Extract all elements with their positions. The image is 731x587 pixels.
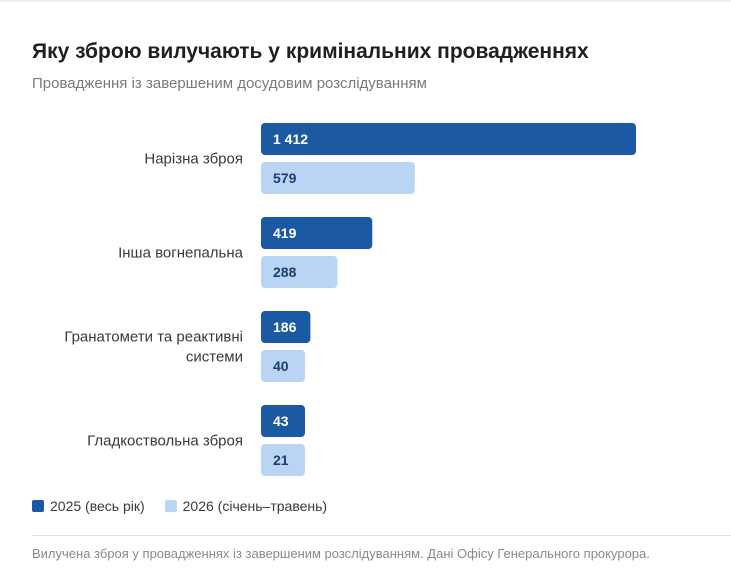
bar-value-label: 419 — [273, 225, 297, 241]
category-label: Нарізна зброя — [144, 151, 243, 168]
bar-value-label: 186 — [273, 319, 297, 335]
legend: 2025 (весь рік) 2026 (січень–травень) — [32, 498, 347, 514]
top-divider — [0, 0, 731, 2]
legend-swatch-2026 — [164, 500, 177, 512]
bar-2026 — [261, 444, 305, 476]
bar-2026 — [261, 350, 305, 382]
bar-2025 — [261, 405, 305, 437]
footer-divider — [32, 535, 731, 536]
legend-swatch-2025 — [32, 500, 44, 512]
legend-label-2025: 2025 (весь рік) — [50, 498, 145, 514]
legend-item-2026: 2026 (січень–травень) — [164, 498, 328, 514]
bar-2025 — [261, 123, 636, 155]
chart-subtitle: Провадження із завершеним досудовим розс… — [32, 75, 427, 92]
legend-label-2026: 2026 (січень–травень) — [182, 498, 328, 514]
category-label: Інша вогнепальна — [118, 245, 244, 262]
bar-value-label: 579 — [273, 170, 297, 186]
category-label: Гладкоствольна зброя — [87, 433, 243, 450]
bar-value-label: 288 — [273, 264, 297, 280]
bar-value-label: 1 412 — [273, 131, 308, 147]
bar-value-label: 43 — [273, 413, 289, 429]
bar-2026 — [261, 162, 415, 194]
bar-chart: Нарізна зброя 1 412 579 Інша вогнепальна 419… — [64, 123, 636, 476]
category-label: Гранатомети та реактивні системи — [64, 329, 243, 366]
source-note: Вилучена зброя у провадженнях із заверше… — [32, 546, 650, 561]
bar-2025 — [261, 217, 373, 249]
bar-2025 — [261, 311, 311, 343]
bar-2026 — [261, 256, 338, 288]
chart-title: Яку зброю вилучають у кримінальних прова… — [32, 40, 589, 63]
bar-value-label: 40 — [273, 358, 289, 374]
legend-item-2025: 2025 (весь рік) — [32, 498, 145, 514]
bar-value-label: 21 — [273, 452, 289, 468]
